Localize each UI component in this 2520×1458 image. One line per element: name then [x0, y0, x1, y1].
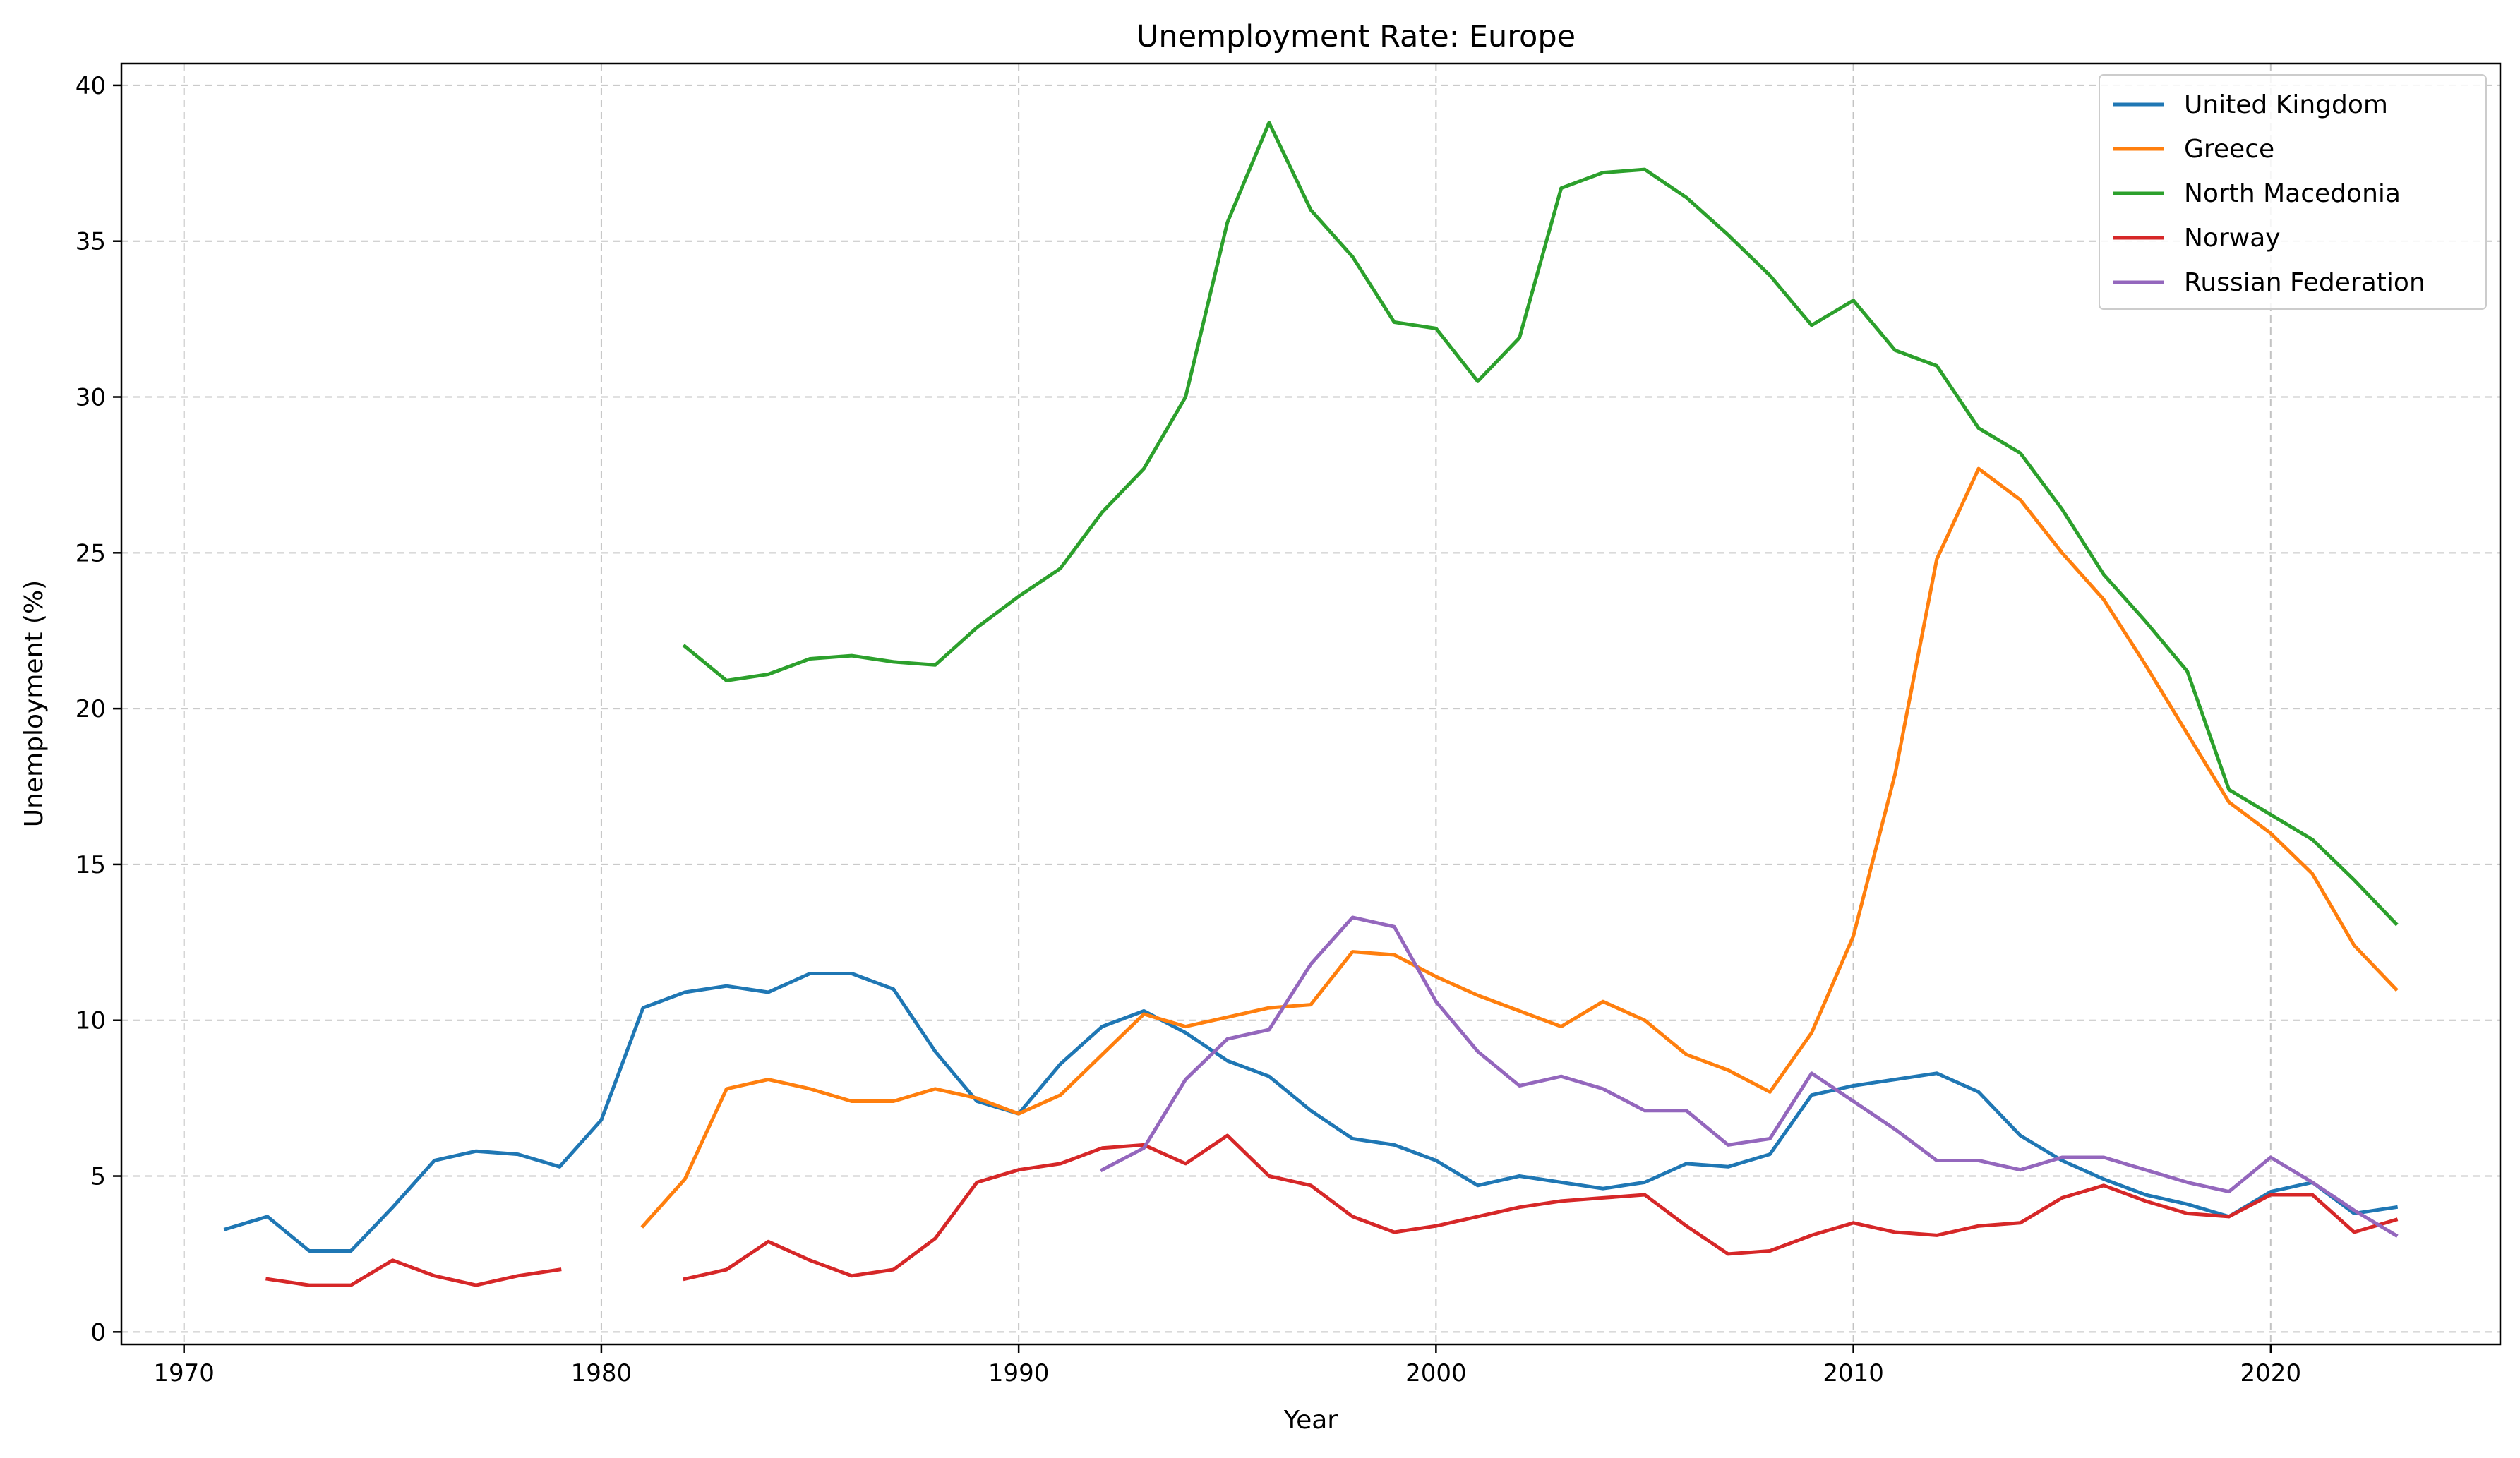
y-axis-label: Unemployment (%): [20, 580, 49, 827]
legend-label-north-macedonia: North Macedonia: [2184, 179, 2401, 208]
series-lines: [223, 121, 2399, 1287]
legend-box: [2099, 74, 2487, 310]
x-axis-label: Year: [1283, 1406, 1338, 1435]
x-axis-ticks: 1970 1980 1990 2000 2010 2020: [153, 1344, 2301, 1387]
legend-label-russian-federation: Russian Federation: [2184, 268, 2425, 297]
y-tick-label: 30: [76, 384, 106, 412]
chart-title: Unemployment Rate: Europe: [1136, 19, 1576, 54]
y-tick-label: 40: [76, 72, 106, 100]
x-tick-label: 2010: [1823, 1359, 1884, 1387]
y-tick-label: 5: [90, 1163, 106, 1191]
x-tick-label: 1970: [153, 1359, 215, 1387]
y-axis-ticks: 0 5 10 15 20 25 30 35 40: [76, 72, 121, 1346]
legend: United Kingdom Greece North Macedonia Norwa…: [2099, 74, 2487, 310]
series-line-russian-federation: [1100, 915, 2399, 1238]
y-tick-label: 0: [90, 1318, 106, 1346]
x-tick-label: 1980: [571, 1359, 632, 1387]
y-tick-label: 35: [76, 228, 106, 256]
legend-label-norway: Norway: [2184, 224, 2281, 253]
y-tick-label: 10: [76, 1007, 106, 1035]
y-tick-label: 15: [76, 851, 106, 879]
y-tick-label: 25: [76, 539, 106, 567]
legend-label-greece: Greece: [2184, 135, 2274, 164]
y-tick-label: 20: [76, 695, 106, 723]
series-line-north-macedonia: [682, 121, 2399, 927]
series-line-norway: [265, 1133, 2399, 1287]
x-tick-label: 2020: [2240, 1359, 2302, 1387]
plot-frame: [120, 62, 2502, 1346]
x-tick-label: 1990: [988, 1359, 1050, 1387]
legend-entries: United Kingdom Greece North Macedonia Norwa…: [2113, 90, 2425, 297]
series-line-united-kingdom: [223, 972, 2399, 1253]
legend-label-united-kingdom: United Kingdom: [2184, 90, 2388, 119]
x-tick-label: 2000: [1405, 1359, 1467, 1387]
series-line-greece: [640, 466, 2399, 1229]
